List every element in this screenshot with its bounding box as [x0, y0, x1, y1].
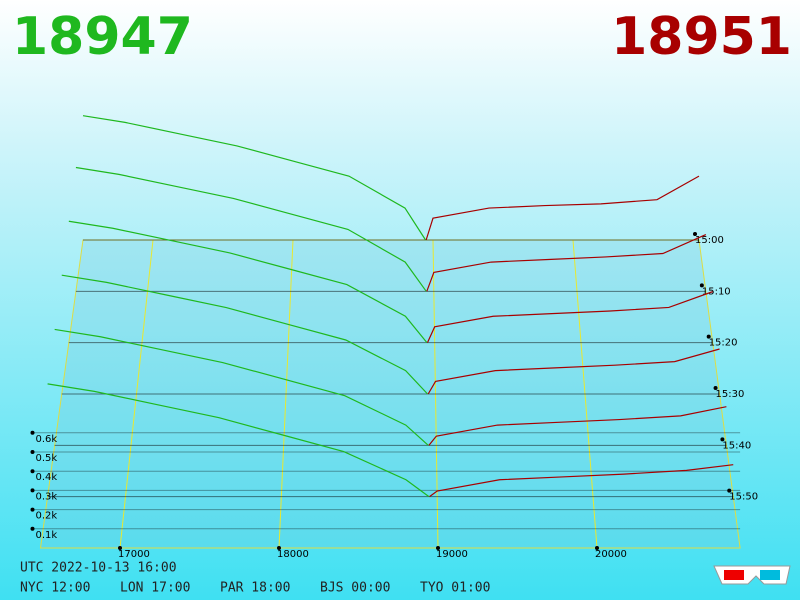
ask-depth-line [429, 464, 734, 498]
ask-price: 18951 [611, 7, 792, 67]
x-tick-label: 17000 [118, 549, 150, 560]
z-tick-label: 0.1k [36, 530, 58, 541]
x-tick-mark [436, 546, 440, 550]
time-label: 15:10 [702, 286, 731, 297]
x-tick-mark [277, 546, 281, 550]
time-tick-mark [720, 437, 725, 442]
z-tick-mark [30, 450, 35, 454]
bid-depth-line [47, 383, 430, 498]
z-tick-label: 0.3k [36, 491, 58, 502]
time-label: 15:40 [722, 440, 751, 451]
bid-price: 18947 [12, 7, 193, 67]
time-label: 15:30 [716, 389, 745, 400]
time-label: 15:20 [709, 338, 738, 349]
ask-depth-line [426, 234, 707, 292]
x-tick-label: 20000 [595, 549, 627, 560]
z-tick-mark [30, 469, 35, 474]
glasses-icon [713, 565, 791, 585]
x-tick-mark [118, 546, 122, 550]
time-tick-mark [727, 488, 732, 493]
bid-depth-line [68, 220, 428, 344]
footer-text: TYO 01:00 [420, 581, 490, 596]
z-tick-label: 0.2k [36, 511, 58, 522]
bid-depth-line [75, 166, 427, 292]
ask-depth-line [425, 175, 700, 241]
z-tick-mark [30, 526, 35, 531]
time-label: 15:50 [729, 492, 758, 503]
x-tick-label: 18000 [277, 549, 309, 560]
time-tick-mark [699, 283, 704, 288]
z-tick-mark [30, 507, 35, 512]
ask-depth-line [428, 406, 727, 446]
footer-text: PAR 18:00 [220, 581, 290, 596]
footer-text: LON 17:00 [120, 581, 190, 596]
footer-text: UTC 2022-10-13 16:00 [20, 561, 177, 576]
time-tick-mark [706, 334, 711, 339]
ask-depth-line [426, 291, 713, 343]
z-tick-mark [30, 430, 35, 435]
time-label: 15:00 [695, 235, 724, 246]
time-tick-mark [693, 232, 697, 236]
x-tick-label: 19000 [436, 549, 468, 560]
footer-text: NYC 12:00 [20, 581, 90, 596]
z-tick-label: 0.4k [36, 472, 58, 483]
z-tick-mark [30, 488, 35, 493]
time-tick-mark [713, 386, 718, 390]
z-tick-label: 0.6k [36, 434, 58, 445]
bid-depth-line [54, 328, 429, 446]
z-tick-label: 0.5k [36, 453, 58, 464]
bid-depth-line [82, 115, 427, 241]
ask-depth-line [427, 348, 720, 395]
footer-text: BJS 00:00 [320, 581, 390, 596]
x-tick-mark [595, 546, 599, 550]
bid-depth-line [61, 274, 429, 395]
